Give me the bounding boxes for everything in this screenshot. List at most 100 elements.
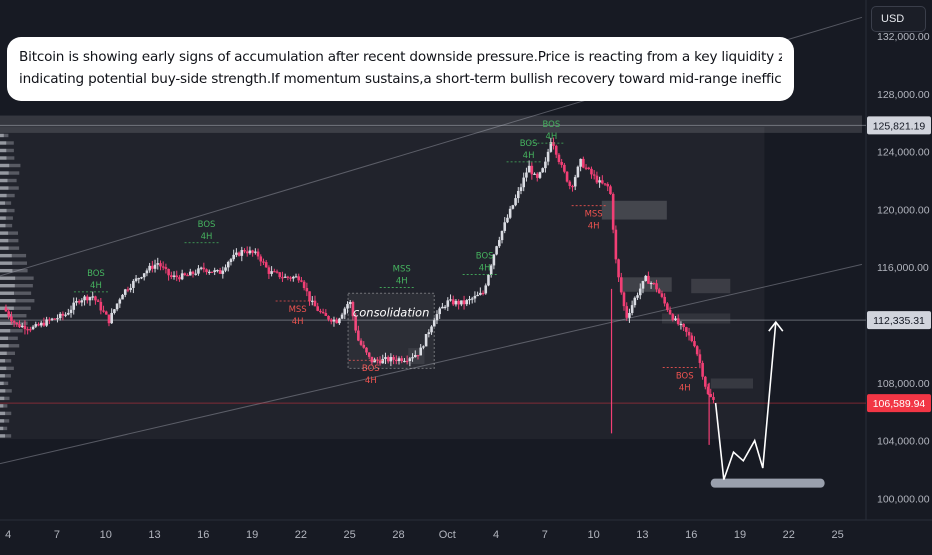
candle-body: [129, 287, 132, 290]
candle-body: [58, 313, 62, 319]
candle-body: [389, 357, 393, 362]
candle-body: [443, 306, 447, 308]
structure-label-bos: BOS 4H: [506, 139, 543, 163]
zone-box-3: [619, 277, 672, 292]
x-tick-label: 10: [100, 529, 112, 541]
volume-bar: [0, 223, 13, 228]
candle-body: [473, 295, 477, 299]
x-tick-label: 13: [148, 529, 160, 541]
structure-label-type: BOS: [198, 220, 216, 230]
candle-body: [254, 251, 257, 253]
candle-body: [291, 276, 295, 279]
candle-body: [85, 296, 89, 301]
volume-bar: [0, 374, 11, 378]
structure-label-timeframe: 4H: [523, 151, 535, 161]
x-tick-label: 16: [197, 529, 209, 541]
price-tag-label: 112,335.31: [873, 315, 925, 327]
volume-bar: [0, 268, 28, 273]
currency-button[interactable]: USD: [871, 6, 926, 32]
candle-body: [628, 312, 631, 318]
candle-body: [300, 280, 303, 282]
candle-body: [348, 302, 352, 305]
candle-body: [641, 280, 645, 289]
candle-body: [549, 142, 553, 152]
candle-body: [142, 273, 146, 278]
candle-body: [31, 326, 35, 330]
candle-body: [259, 256, 263, 262]
candle-body: [449, 299, 452, 301]
x-tick-label: Oct: [439, 529, 456, 541]
structure-label-mss: MSS 4H: [571, 205, 608, 232]
zone-box-5: [661, 313, 731, 324]
candle-body: [88, 297, 92, 301]
candle-body: [321, 311, 325, 314]
candle-body: [324, 313, 328, 316]
candle-body: [451, 299, 455, 305]
candle-body: [557, 154, 561, 162]
candle-body: [310, 300, 314, 302]
candle-body: [197, 268, 200, 274]
candle-body: [267, 267, 271, 274]
price-tag: [867, 116, 931, 135]
candle-body: [94, 296, 97, 301]
projection-path: [714, 322, 777, 480]
x-tick-label: 22: [295, 529, 307, 541]
price-tag-label: 125,821.19: [873, 120, 926, 132]
candle-body: [167, 268, 170, 276]
candle-body: [373, 359, 376, 363]
volume-bar: [0, 389, 12, 393]
candle-body: [335, 319, 338, 324]
candle-body: [113, 309, 116, 313]
structure-label-bos: BOS 4H: [73, 269, 110, 293]
volume-bar-core: [0, 419, 5, 423]
price-tag: [867, 394, 931, 413]
volume-bar: [0, 163, 21, 168]
candle-body: [441, 306, 444, 309]
candle-body: [416, 354, 420, 357]
x-tick-label: 28: [392, 529, 404, 541]
candle-body: [270, 271, 273, 274]
candle-body: [487, 274, 490, 286]
candle-body: [226, 261, 230, 268]
volume-bar-core: [0, 284, 15, 288]
candle-body: [118, 299, 122, 304]
volume-bar-core: [0, 291, 15, 295]
volume-bar: [0, 133, 9, 138]
candle-body: [514, 198, 517, 206]
candle-body: [354, 316, 357, 331]
candle-body: [332, 319, 336, 322]
volume-bar-core: [0, 276, 16, 280]
candle-body: [297, 276, 301, 281]
candle-body: [164, 267, 168, 269]
volume-bar-core: [0, 246, 9, 250]
y-tick-label: 128,000.00: [877, 89, 930, 101]
candle-body: [498, 240, 501, 247]
candle-body: [657, 289, 661, 294]
candle-body: [359, 340, 363, 345]
volume-bar: [0, 404, 8, 408]
candle-body: [579, 158, 582, 167]
structure-label-timeframe: 4H: [545, 132, 557, 142]
candle-body: [381, 358, 385, 364]
candle-body: [346, 304, 349, 309]
volume-bar-core: [0, 216, 6, 220]
candle-body: [232, 254, 235, 260]
structure-label-timeframe: 4H: [479, 264, 491, 274]
candle-body: [603, 183, 607, 185]
candle-body: [370, 356, 374, 363]
candle-body: [701, 362, 704, 377]
structure-label-bos: BOS 4H: [348, 359, 385, 386]
candle-body: [67, 312, 70, 315]
candle-body: [20, 325, 24, 328]
candle-body: [538, 172, 542, 178]
candle-body: [102, 310, 105, 312]
candle-body: [237, 252, 241, 256]
candle-body: [598, 180, 601, 183]
candle-body: [23, 325, 27, 330]
candle-body: [72, 302, 76, 310]
candle-body: [148, 265, 151, 271]
candle-body: [489, 265, 493, 275]
candle-body: [56, 318, 59, 320]
candle-body: [256, 251, 260, 257]
